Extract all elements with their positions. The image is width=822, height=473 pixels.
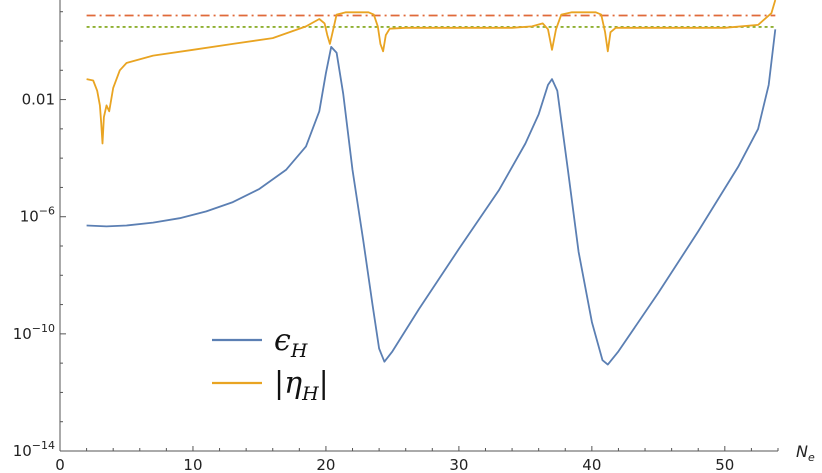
legend-eta-main: |η bbox=[274, 366, 302, 401]
legend-eta-close: | bbox=[319, 366, 329, 401]
legend-epsilon-sub: H bbox=[290, 340, 308, 362]
series-line-0 bbox=[86, 29, 777, 366]
legend-epsilon-main: ϵ bbox=[274, 323, 291, 358]
y-tick-label-0: 0.01 bbox=[22, 91, 55, 109]
y-tick-label-sup: −6 bbox=[39, 205, 55, 218]
x-tick-label-3: 30 bbox=[449, 456, 468, 473]
series-lines bbox=[86, 0, 777, 366]
legend: ϵH |ηH| bbox=[212, 323, 329, 405]
x-tick-label-4: 40 bbox=[582, 456, 601, 473]
y-tick-label-3: 10−14 bbox=[13, 439, 55, 460]
series-line-1 bbox=[86, 0, 777, 145]
y-tick-label-main: 0.01 bbox=[22, 91, 55, 109]
reference-lines bbox=[86, 14, 776, 28]
legend-eta-sub: H bbox=[301, 383, 319, 405]
axes bbox=[59, 0, 778, 452]
y-tick-label-1: 10−6 bbox=[20, 205, 55, 226]
y-tick-label-main: 10 bbox=[13, 325, 32, 343]
y-tick-label-sup: −14 bbox=[32, 439, 55, 452]
x-axis-title-main: N bbox=[796, 442, 808, 461]
x-tick-label-5: 50 bbox=[715, 456, 734, 473]
y-tick-label-main: 10 bbox=[13, 442, 32, 460]
x-tick-label-0: 0 bbox=[55, 456, 65, 473]
y-tick-label-main: 10 bbox=[20, 208, 39, 226]
x-tick-label-2: 20 bbox=[316, 456, 335, 473]
y-tick-label-2: 10−10 bbox=[13, 322, 55, 343]
y-tick-label-sup: −10 bbox=[32, 322, 55, 335]
x-axis-title-sub: e bbox=[808, 451, 815, 464]
legend-label-epsilon: ϵH bbox=[274, 323, 308, 362]
x-tick-label-1: 10 bbox=[183, 456, 202, 473]
legend-label-eta: |ηH| bbox=[274, 366, 329, 405]
x-ticks: 0 10 20 30 40 50 bbox=[55, 446, 779, 473]
x-axis-title: Ne bbox=[796, 442, 815, 464]
